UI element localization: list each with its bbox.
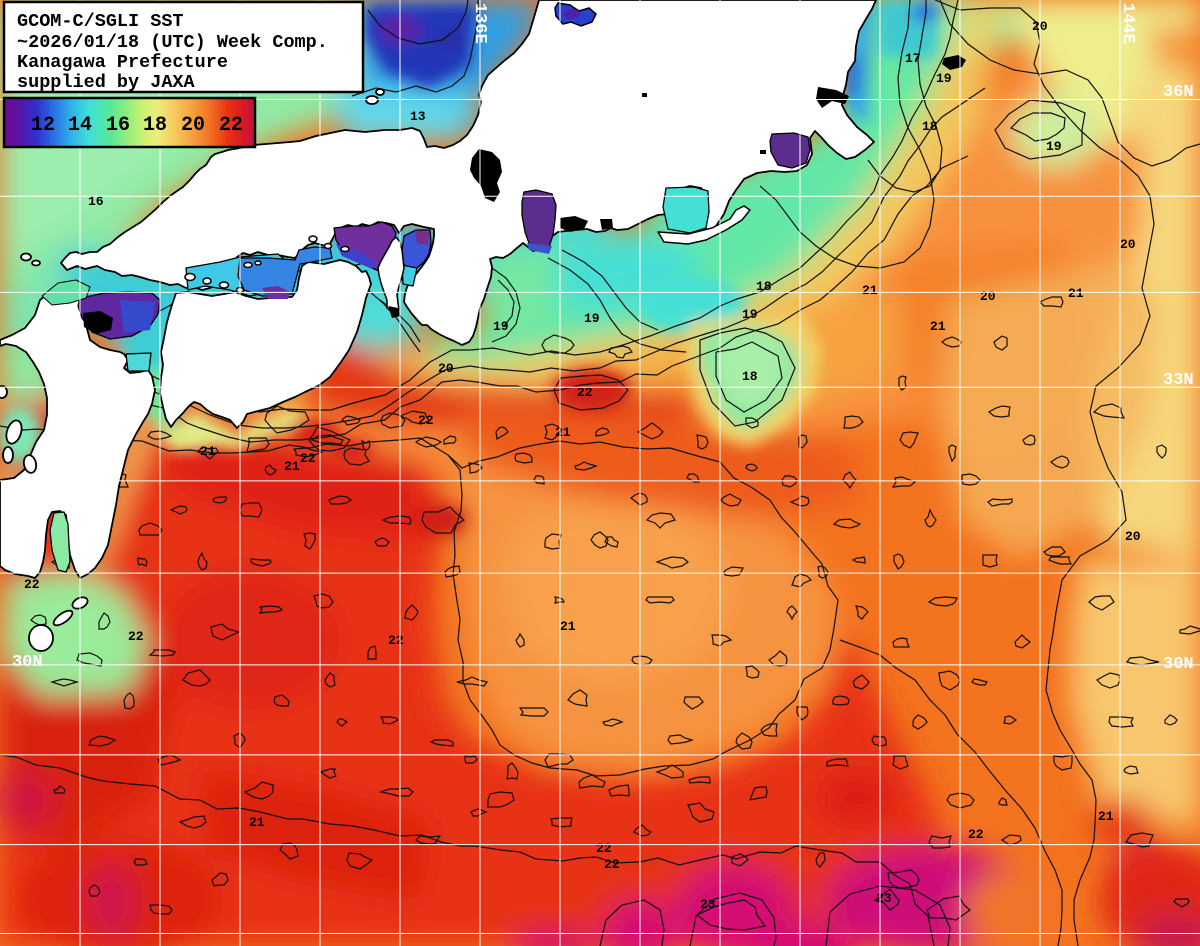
svg-text:supplied by JAXA: supplied by JAXA [17,72,196,93]
svg-text:21: 21 [930,319,946,334]
svg-text:22: 22 [219,114,243,137]
svg-text:20: 20 [1125,529,1141,544]
svg-text:18: 18 [756,279,772,294]
svg-text:19: 19 [493,319,509,334]
svg-text:12: 12 [31,114,55,137]
svg-text:22: 22 [604,857,620,872]
svg-text:GCOM-C/SGLI SST: GCOM-C/SGLI SST [17,11,184,32]
svg-text:16: 16 [106,114,130,137]
svg-text:~2026/01/18 (UTC) Week Comp.: ~2026/01/18 (UTC) Week Comp. [17,32,328,53]
svg-text:21: 21 [200,444,216,459]
svg-text:33N: 33N [1163,371,1194,390]
svg-text:13: 13 [410,109,426,124]
svg-text:20: 20 [181,114,205,137]
svg-text:21: 21 [249,815,265,830]
svg-text:21: 21 [555,425,571,440]
svg-text:Kanagawa Prefecture: Kanagawa Prefecture [17,52,228,73]
svg-text:21: 21 [560,619,576,634]
svg-text:22: 22 [128,629,144,644]
svg-text:22: 22 [418,413,434,428]
svg-text:20: 20 [980,289,996,304]
svg-text:18: 18 [742,369,758,384]
svg-text:136E: 136E [470,3,489,44]
svg-text:22: 22 [577,385,593,400]
svg-text:16: 16 [88,194,104,209]
svg-text:22: 22 [300,451,316,466]
svg-text:21: 21 [1068,286,1084,301]
svg-text:23: 23 [700,897,716,912]
svg-text:18: 18 [922,119,938,134]
svg-text:30N: 30N [1163,655,1194,674]
svg-text:20: 20 [1120,237,1136,252]
svg-text:19: 19 [742,307,758,322]
svg-text:19: 19 [1046,139,1062,154]
svg-text:19: 19 [936,71,952,86]
svg-text:20: 20 [438,361,454,376]
svg-text:22: 22 [24,577,40,592]
svg-text:21: 21 [284,459,300,474]
svg-text:144E: 144E [1118,3,1137,44]
svg-text:23: 23 [876,891,892,906]
svg-text:22: 22 [968,827,984,842]
svg-text:22: 22 [596,841,612,856]
svg-text:17: 17 [905,51,921,66]
svg-text:18: 18 [143,114,167,137]
svg-text:14: 14 [68,114,92,137]
svg-text:36N: 36N [1163,83,1194,102]
svg-text:21: 21 [1098,809,1114,824]
svg-text:22: 22 [388,633,404,648]
svg-text:19: 19 [584,311,600,326]
svg-text:30N: 30N [12,653,43,672]
svg-text:21: 21 [862,283,878,298]
